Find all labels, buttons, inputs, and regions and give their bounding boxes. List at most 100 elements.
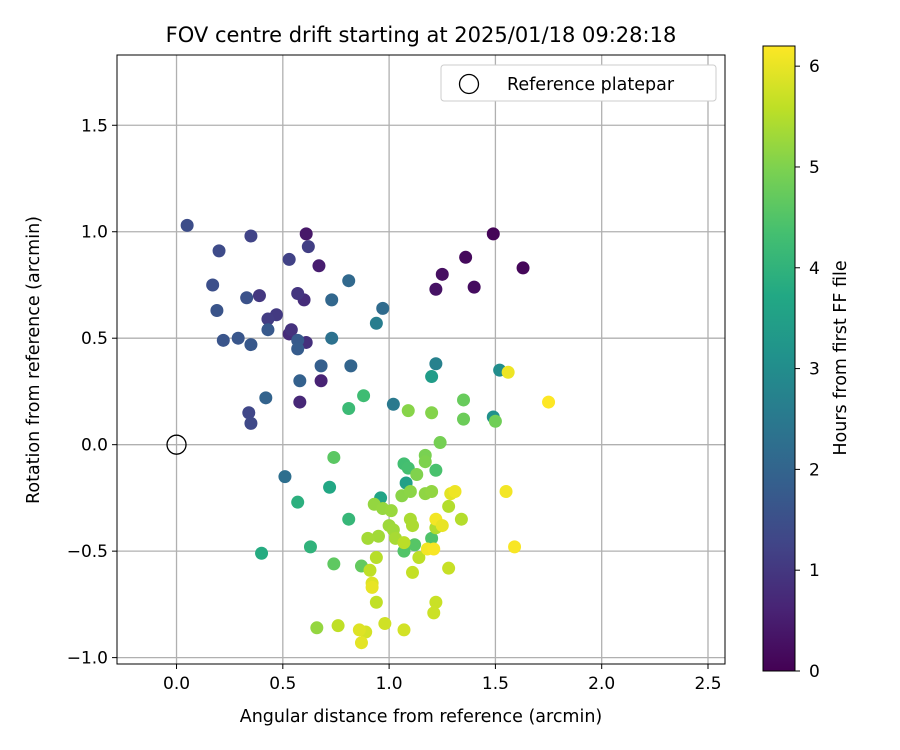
- data-points: [166, 218, 556, 650]
- data-point: [303, 540, 317, 554]
- data-point: [397, 623, 411, 637]
- data-point: [352, 623, 366, 637]
- data-point: [231, 331, 245, 345]
- data-point: [282, 252, 296, 266]
- data-point: [310, 621, 324, 635]
- data-point: [255, 546, 269, 560]
- y-axis-label: Rotation from reference (arcmin): [24, 216, 44, 504]
- data-point: [354, 636, 368, 650]
- data-point: [301, 240, 315, 254]
- data-point: [325, 293, 339, 307]
- data-point: [369, 595, 383, 609]
- plot-frame: [116, 54, 726, 665]
- data-point: [516, 261, 530, 275]
- data-point: [244, 416, 258, 430]
- data-point: [216, 333, 230, 347]
- colorbar-tick-label: 3: [809, 360, 820, 380]
- data-point: [314, 359, 328, 373]
- data-point: [457, 393, 471, 407]
- data-point: [244, 229, 258, 243]
- y-tick-label: −1.0: [67, 649, 108, 669]
- data-point: [397, 536, 411, 550]
- data-point: [284, 323, 298, 337]
- data-point: [405, 565, 419, 579]
- data-point: [425, 531, 439, 545]
- colorbar-label: Hours from first FF file: [831, 260, 851, 455]
- data-point: [486, 227, 500, 241]
- data-point: [180, 218, 194, 232]
- legend: Reference platepar: [440, 64, 717, 102]
- chart-title: FOV centre drift starting at 2025/01/18 …: [166, 23, 677, 47]
- legend-marker-reference: [458, 73, 480, 95]
- data-point: [427, 606, 441, 620]
- data-point: [261, 312, 275, 326]
- data-point: [299, 227, 313, 241]
- data-point: [342, 274, 356, 288]
- grid: [117, 55, 725, 664]
- data-point: [252, 289, 266, 303]
- x-tick-label: 0.0: [163, 674, 190, 694]
- data-point: [293, 395, 307, 409]
- data-point: [418, 455, 432, 469]
- colorbar-gradient: [762, 45, 796, 672]
- x-tick-label: 2.0: [588, 674, 615, 694]
- data-point: [210, 304, 224, 318]
- data-point: [342, 512, 356, 526]
- data-point: [327, 557, 341, 571]
- data-point: [459, 250, 473, 264]
- data-point: [425, 485, 439, 499]
- data-point: [371, 529, 385, 543]
- data-point: [384, 504, 398, 518]
- data-point: [206, 278, 220, 292]
- data-point: [291, 286, 305, 300]
- reference-platepar-marker: [166, 434, 187, 455]
- y-tick-label: 0.0: [81, 436, 108, 456]
- data-point: [435, 519, 449, 533]
- colorbar-tick-label: 5: [809, 158, 820, 178]
- data-point: [261, 323, 275, 337]
- data-point: [314, 374, 328, 388]
- data-point: [467, 280, 481, 294]
- data-point: [361, 531, 375, 545]
- data-point: [429, 282, 443, 296]
- data-point: [408, 538, 422, 552]
- y-tick-label: 1.0: [81, 223, 108, 243]
- data-point: [501, 365, 515, 379]
- data-point: [405, 519, 419, 533]
- data-point: [376, 301, 390, 315]
- data-point: [427, 542, 441, 556]
- data-point: [365, 580, 379, 594]
- y-tick-label: 1.5: [81, 116, 108, 136]
- colorbar-tick-label: 2: [809, 460, 820, 480]
- data-point: [293, 374, 307, 388]
- data-point: [369, 316, 383, 330]
- data-point: [442, 561, 456, 575]
- data-point: [331, 619, 345, 633]
- x-tick-label: 2.5: [694, 674, 721, 694]
- data-point: [325, 331, 339, 345]
- data-point: [244, 338, 258, 352]
- data-point: [433, 436, 447, 450]
- data-point: [291, 342, 305, 356]
- data-point: [259, 391, 273, 405]
- data-point: [378, 617, 392, 631]
- y-tick-label: 0.5: [81, 329, 108, 349]
- data-point: [457, 412, 471, 426]
- data-point: [401, 404, 415, 418]
- data-point: [488, 414, 502, 428]
- x-tick-label: 1.5: [482, 674, 509, 694]
- data-point: [425, 370, 439, 384]
- data-point: [363, 563, 377, 577]
- data-point: [357, 389, 371, 403]
- colorbar-tick-label: 1: [809, 561, 820, 581]
- colorbar-tick-label: 0: [809, 662, 820, 682]
- x-tick-label: 1.0: [376, 674, 403, 694]
- data-point: [542, 395, 556, 409]
- data-point: [429, 463, 443, 477]
- data-point: [386, 397, 400, 411]
- data-point: [212, 244, 226, 258]
- data-point: [278, 470, 292, 484]
- data-point: [435, 267, 449, 281]
- data-point: [508, 540, 522, 554]
